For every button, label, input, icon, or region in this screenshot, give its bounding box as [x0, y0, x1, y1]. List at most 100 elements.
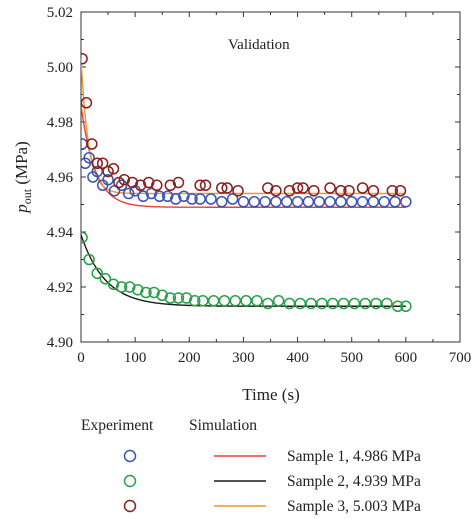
- experiment-point-sample-2: [337, 297, 350, 310]
- experiment-point-sample-1: [91, 165, 103, 178]
- experiment-point-sample-3: [297, 182, 309, 194]
- experiment-point-sample-1: [248, 196, 261, 208]
- y-tick-label: 5.00: [47, 60, 73, 76]
- y-tick-label: 4.90: [47, 335, 73, 351]
- experiment-point-sample-1: [178, 190, 190, 202]
- experiment-point-sample-2: [218, 295, 231, 307]
- experiment-point-sample-1: [170, 193, 182, 205]
- experiment-point-sample-3: [96, 157, 109, 169]
- experiment-point-sample-3: [126, 176, 139, 189]
- experiment-point-sample-3: [394, 185, 407, 197]
- experiment-point-sample-2: [148, 286, 160, 299]
- experiment-point-sample-1: [270, 196, 282, 208]
- y-tick-label: 4.96: [47, 170, 74, 186]
- experiment-point-sample-3: [172, 176, 185, 189]
- x-axis-title: Time (s): [242, 385, 299, 404]
- experiment-point-sample-1: [378, 196, 390, 208]
- plot-frame: [80, 11, 461, 343]
- experiment-point-sample-2: [156, 289, 168, 301]
- experiment-point-sample-1: [194, 193, 206, 205]
- experiment-point-sample-1: [302, 196, 315, 208]
- experiment-point-sample-3: [291, 182, 304, 194]
- experiment-point-sample-3: [199, 179, 212, 191]
- y-axis: 4.90 4.92 4.94 4.96 4.98 5.00 5.02: [47, 5, 460, 351]
- experiment-point-sample-2: [164, 292, 177, 304]
- experiment-point-sample-3: [283, 185, 296, 197]
- experiment-point-sample-2: [283, 297, 296, 310]
- experiment-point-sample-1: [259, 196, 271, 208]
- experiment-point-sample-1: [345, 196, 358, 208]
- experiment-point-sample-1: [313, 196, 325, 208]
- experiment-point-sample-1: [356, 196, 369, 208]
- experiment-point-sample-1: [83, 152, 95, 164]
- experiment-point-sample-1: [291, 196, 304, 208]
- experiment-point-sample-2: [107, 278, 120, 290]
- experiment-point-sample-3: [356, 182, 369, 194]
- simulation-lines: [81, 58, 406, 307]
- legend: Experiment Simulation Sample 1, 4.986 MP…: [81, 417, 421, 515]
- experiment-point-sample-1: [115, 179, 128, 191]
- legend-header-experiment: Experiment: [81, 417, 154, 434]
- experiment-point-sample-3: [324, 182, 336, 194]
- experiment-point-sample-2: [272, 295, 285, 307]
- x-tick-label: 500: [340, 350, 363, 366]
- simulation-line-sample-2: [81, 234, 406, 307]
- experiment-point-sample-2: [197, 295, 209, 307]
- experiment-point-sample-1: [137, 190, 150, 202]
- experiment-point-sample-2: [251, 295, 263, 307]
- experiment-point-sample-2: [172, 292, 185, 304]
- legend-header-simulation: Simulation: [189, 417, 257, 434]
- experiment-point-sample-3: [151, 179, 163, 191]
- experiment-point-sample-1: [216, 196, 228, 208]
- experiment-point-sample-3: [194, 179, 206, 191]
- experiment-point-sample-3: [81, 53, 88, 65]
- experiment-point-sample-3: [118, 174, 131, 186]
- y-tick-label: 5.02: [47, 5, 73, 21]
- experiment-point-sample-3: [308, 185, 320, 197]
- experiment-point-sample-2: [316, 297, 328, 310]
- experiment-point-sample-1: [400, 196, 412, 208]
- experiment-point-sample-1: [324, 196, 336, 208]
- experiment-point-sample-3: [367, 185, 380, 197]
- experiment-point-sample-2: [381, 297, 393, 310]
- x-tick-label: 400: [286, 350, 309, 366]
- experiment-point-sample-3: [232, 185, 244, 197]
- experiment-point-sample-2: [229, 295, 242, 307]
- y-tick-label: 4.94: [47, 225, 74, 241]
- annotation-validation: Validation: [228, 37, 290, 53]
- y-axis-title: pout (MPa): [12, 141, 34, 214]
- experiment-point-sample-3: [262, 182, 274, 194]
- experiment-point-sample-1: [81, 138, 88, 150]
- experiment-point-sample-3: [81, 97, 93, 109]
- experiment-point-sample-2: [262, 297, 274, 310]
- experiment-point-sample-3: [102, 165, 114, 178]
- experiment-point-sample-1: [389, 196, 401, 208]
- experiment-point-sample-3: [113, 176, 125, 189]
- experiment-point-sample-2: [348, 297, 361, 310]
- experiment-point-sample-1: [153, 190, 166, 202]
- experiment-point-sample-1: [335, 196, 347, 208]
- experiment-point-sample-2: [391, 300, 404, 312]
- y-tick-label: 4.92: [47, 280, 73, 296]
- legend-label-sample-2: Sample 2, 4.939 MPa: [287, 473, 421, 490]
- experiment-point-sample-2: [83, 253, 95, 266]
- experiment-markers: [81, 53, 412, 312]
- experiment-point-sample-3: [107, 163, 120, 175]
- experiment-point-sample-3: [86, 138, 98, 150]
- experiment-point-sample-2: [140, 286, 152, 299]
- experiment-point-sample-2: [305, 297, 317, 310]
- experiment-point-sample-2: [240, 295, 252, 307]
- experiment-point-sample-2: [188, 295, 201, 307]
- experiment-point-sample-3: [221, 182, 233, 194]
- x-tick-label: 300: [232, 350, 255, 366]
- experiment-point-sample-2: [359, 297, 371, 310]
- experiment-point-sample-3: [270, 185, 282, 197]
- x-axis: 0 100 200 300 400 500 600 700: [77, 12, 471, 366]
- legend-label-sample-3: Sample 3, 5.003 MPa: [287, 498, 421, 515]
- experiment-point-sample-2: [91, 267, 103, 279]
- experiment-point-sample-3: [343, 185, 355, 197]
- experiment-point-sample-2: [294, 297, 307, 310]
- experiment-point-sample-2: [370, 297, 382, 310]
- experiment-point-sample-3: [142, 176, 155, 189]
